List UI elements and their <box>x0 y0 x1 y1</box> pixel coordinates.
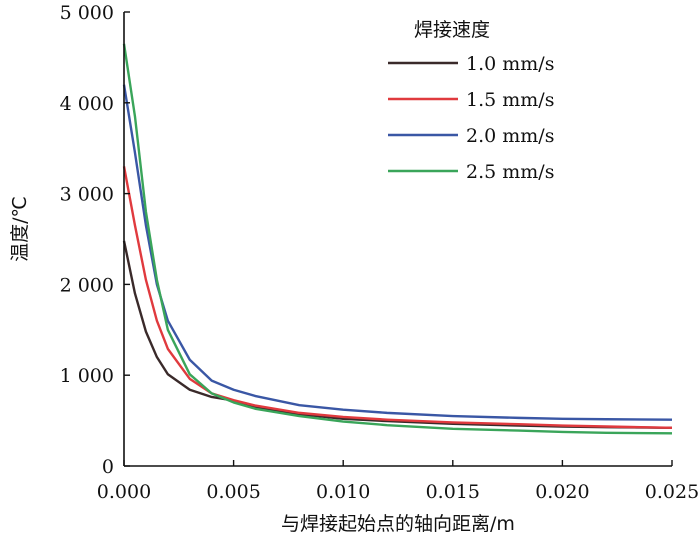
y-tick-label: 0 <box>102 456 114 478</box>
x-tick-label: 0.005 <box>206 481 260 503</box>
x-tick-label: 0.020 <box>535 481 589 503</box>
legend: 焊接速度 1.0 mm/s 1.5 mm/s 2.0 mm/s 2.5 mm/s <box>388 19 554 183</box>
series-line-3 <box>122 84 673 421</box>
x-axis-title: 与焊接起始点的轴向距离/m <box>281 513 515 535</box>
y-tick-label: 2 000 <box>60 274 114 296</box>
series-line-4 <box>122 43 673 435</box>
legend-label-1: 1.0 mm/s <box>466 53 554 75</box>
ticks-layer: 0 1 000 2 000 3 000 4 000 5 000 0.000 0.005 0.01… <box>60 2 700 503</box>
y-axis-title: 温度/℃ <box>9 196 31 262</box>
legend-label-4: 2.5 mm/s <box>466 161 554 183</box>
x-tick-label: 0.015 <box>426 481 480 503</box>
x-tick-label: 0.000 <box>97 481 151 503</box>
x-tick-label: 0.025 <box>645 481 699 503</box>
series-line-2 <box>122 166 673 430</box>
series-layer <box>122 43 673 435</box>
y-tick-label: 3 000 <box>60 184 114 206</box>
y-tick-label: 4 000 <box>60 93 114 115</box>
legend-label-3: 2.0 mm/s <box>466 125 554 147</box>
y-tick-label: 5 000 <box>60 2 114 24</box>
series-line-1 <box>122 240 673 430</box>
x-tick-label: 0.010 <box>316 481 370 503</box>
axes-layer <box>123 12 672 467</box>
legend-title: 焊接速度 <box>414 19 490 41</box>
legend-label-2: 1.5 mm/s <box>466 89 554 111</box>
y-tick-label: 1 000 <box>60 365 114 387</box>
